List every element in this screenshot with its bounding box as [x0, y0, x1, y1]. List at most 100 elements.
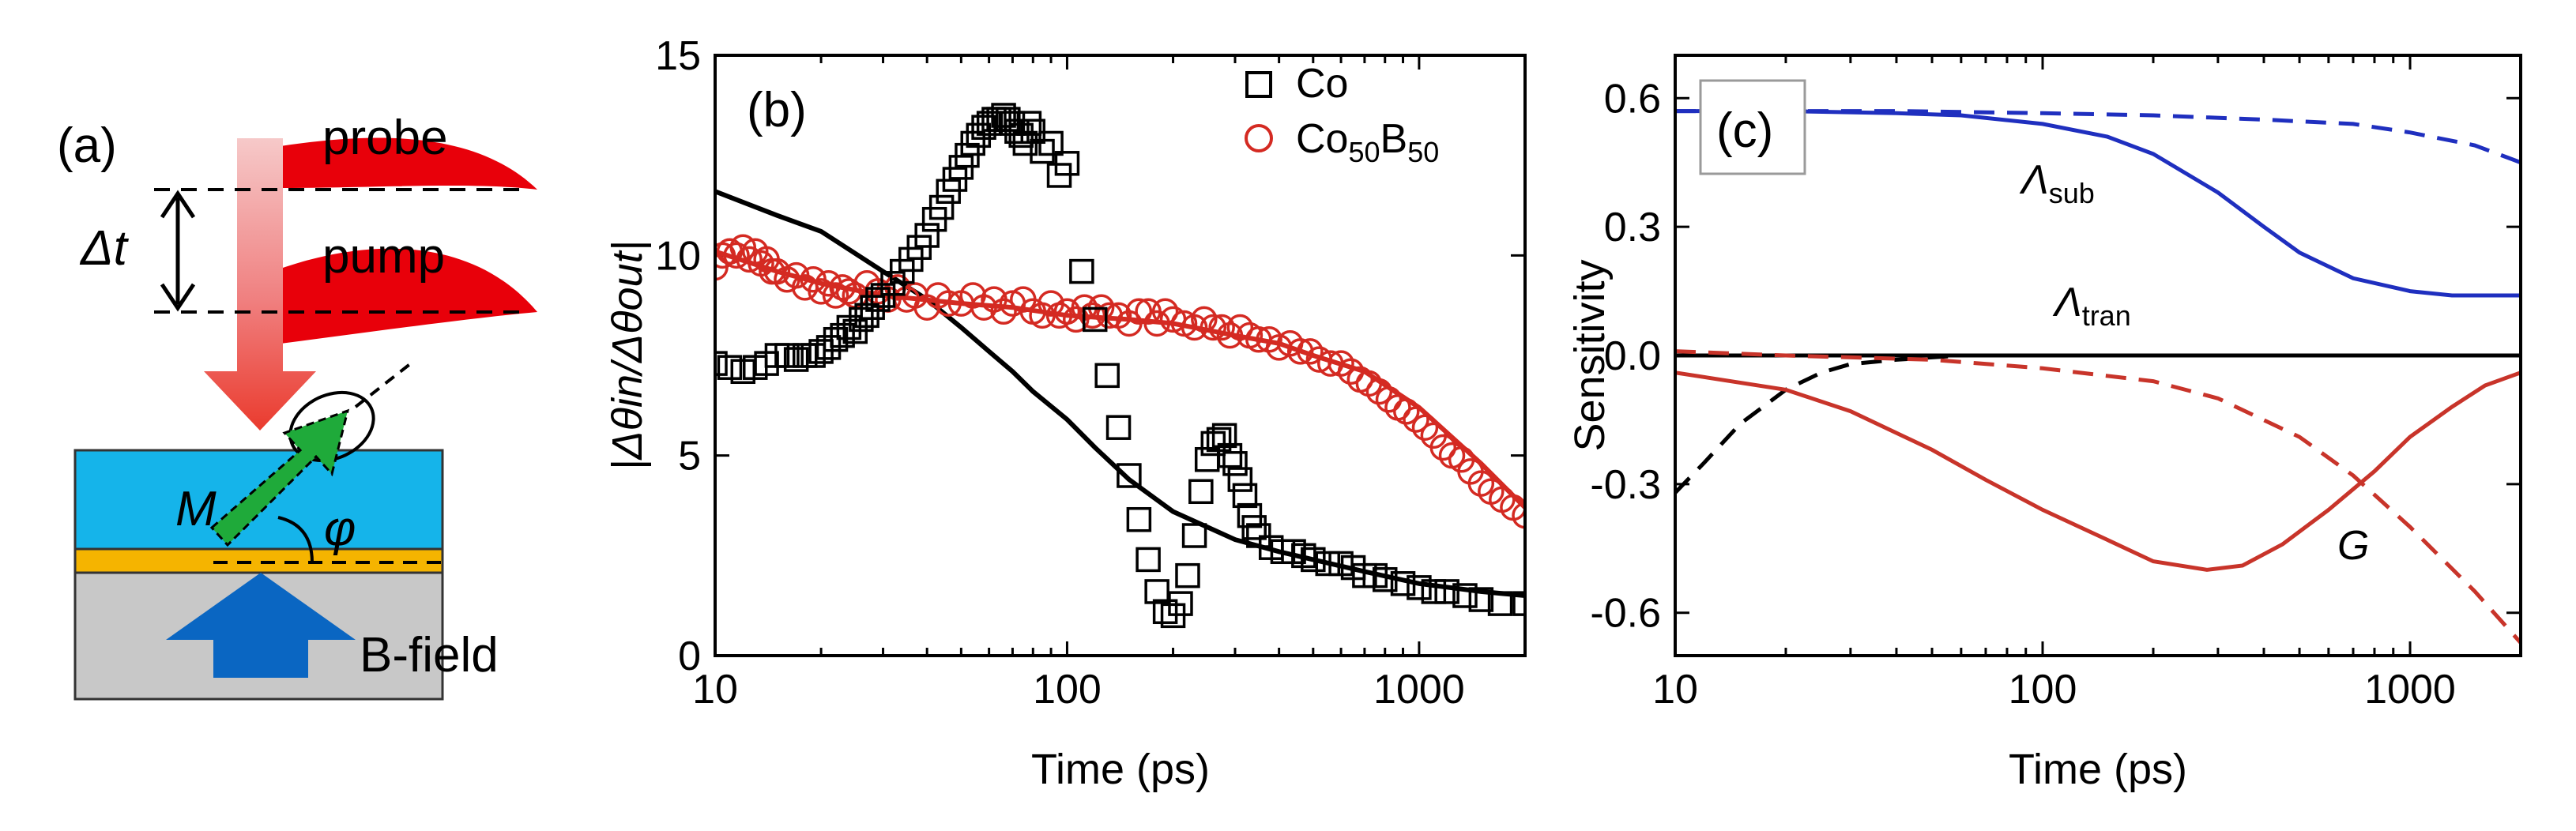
delay-arrow-head-up	[160, 190, 196, 219]
co-point	[1126, 506, 1152, 532]
cob-point	[1403, 406, 1429, 433]
precession-axis	[354, 362, 412, 408]
g-annotation: G	[2337, 523, 2369, 569]
co-point	[1227, 467, 1253, 492]
co-point	[800, 343, 826, 368]
co-point	[1315, 551, 1340, 577]
co-point	[1434, 579, 1459, 604]
co-point	[1487, 591, 1513, 616]
co-point	[1291, 543, 1316, 569]
probe-label: probe	[322, 111, 448, 165]
legend-marker-co	[1245, 71, 1272, 98]
co-point	[1069, 258, 1094, 284]
co-point	[1105, 415, 1132, 440]
co-point	[1082, 306, 1108, 333]
chart-b-ylabel: |Δθin/Δθout|	[604, 240, 651, 470]
co-point	[1372, 566, 1398, 592]
probe-pulse	[281, 137, 537, 190]
chart-1-xtick-label: 1000	[2364, 667, 2456, 713]
co-point	[1390, 571, 1416, 596]
panel-a-label: (a)	[57, 118, 117, 173]
chart-c-lines	[1675, 109, 2521, 645]
delay-label: Δt	[79, 221, 130, 276]
fit-line-co	[715, 189, 1525, 598]
co-point	[783, 347, 809, 372]
cob-point	[1411, 414, 1439, 441]
co-point	[1181, 523, 1207, 548]
cob-point	[1265, 334, 1293, 361]
chart-0-ytick-label: 5	[678, 434, 701, 479]
legend-label-cob: Co50B50	[1296, 116, 1439, 168]
lambda-tran-main: Λ	[2052, 280, 2082, 325]
legend-cob-main: Co	[1296, 116, 1348, 162]
cob-point	[1151, 298, 1179, 325]
cob-point	[1337, 358, 1365, 385]
cob-point	[1429, 434, 1457, 461]
field-arrow	[166, 573, 356, 678]
chart-1-xtick-label: 10	[1652, 667, 1698, 713]
chart-1-ytick-label: 0.3	[1604, 205, 1661, 250]
cob-point	[1365, 378, 1393, 405]
chart-0-xtick-label: 100	[1033, 667, 1102, 713]
chart-b-frame	[714, 54, 1527, 657]
lambda-tran-annotation: Λtran	[2052, 280, 2131, 332]
chart-1-ytick-label: 0.6	[1604, 76, 1661, 122]
cob-point	[1393, 398, 1420, 425]
beam-arrow	[204, 138, 316, 431]
chart-1-ytick-label: 0.0	[1604, 333, 1661, 379]
co-point	[830, 322, 855, 348]
co-point	[1016, 111, 1042, 136]
cob-point	[1226, 314, 1254, 341]
lambda-sub-annotation: Λsub	[2019, 157, 2095, 209]
co-point	[865, 287, 891, 312]
co-point	[715, 351, 728, 376]
co-point	[1168, 591, 1193, 616]
chart-0-xtick-label: 1000	[1373, 667, 1465, 713]
cob-point	[835, 278, 863, 305]
precession-ring	[288, 390, 375, 463]
cob-point	[1199, 314, 1227, 341]
co-point	[1054, 151, 1080, 176]
g-solid	[1675, 370, 2521, 572]
angle-arc	[277, 516, 314, 563]
chart-1-ytick-label: -0.3	[1590, 462, 1661, 508]
chart-b-ticks: 10 100 1000 0 5 10 15	[655, 33, 1527, 713]
cob-point	[736, 246, 763, 273]
legend-marker-cob	[1245, 124, 1273, 152]
angle-label: φ	[324, 502, 356, 556]
cob-point	[829, 274, 856, 301]
co-point	[1038, 130, 1064, 156]
cob-point	[1191, 306, 1218, 333]
cob-point	[1208, 314, 1235, 341]
cob-point	[808, 278, 834, 305]
co-point	[1175, 562, 1200, 588]
chart-c-ylabel: Sensitivity	[1566, 259, 1614, 451]
cob-point	[1512, 502, 1525, 529]
cob-point	[1297, 338, 1324, 365]
chart-1-xtick-label: 100	[2009, 667, 2077, 713]
lambda-sub-dashed	[1675, 109, 2521, 165]
co-point	[914, 223, 940, 248]
co-point	[1188, 479, 1214, 505]
legend-label-co: Co	[1296, 61, 1348, 107]
co-point	[717, 355, 743, 380]
cob-point	[729, 234, 757, 261]
co-point	[1217, 442, 1243, 468]
legend-cob-sub2: 50	[1407, 136, 1439, 168]
co-point	[1030, 138, 1055, 164]
cob-point	[1375, 385, 1403, 413]
cob-point	[1053, 298, 1081, 325]
co-point	[774, 343, 800, 368]
field-label: B-field	[360, 628, 499, 682]
cob-point	[1181, 314, 1208, 341]
co-point	[1211, 423, 1237, 449]
chart-b-fits	[715, 189, 1525, 598]
co-point	[1117, 463, 1142, 488]
co-point	[1135, 547, 1161, 573]
co-point	[1152, 599, 1178, 625]
co-point	[1232, 483, 1258, 509]
co-point	[1301, 547, 1326, 573]
co-point	[1512, 591, 1525, 616]
co-point	[1407, 575, 1432, 600]
